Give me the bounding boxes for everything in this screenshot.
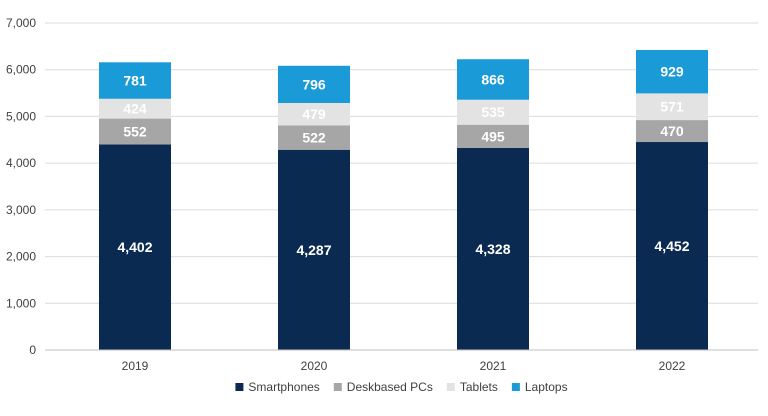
bar-segment-tablets [278,102,350,126]
data-label: 4,402 [117,239,152,255]
data-label: 4,328 [475,241,510,257]
legend-label: Deskbased PCs [347,380,433,394]
data-label: 424 [123,101,147,117]
bar-segment-deskbased-pcs [457,124,529,148]
bar-segment-laptops [99,62,171,99]
bar-segment-deskbased-pcs [278,125,350,150]
x-tick-label: 2021 [480,359,507,373]
y-tick-label: 2,000 [6,250,36,264]
data-label: 796 [302,76,326,92]
legend-swatch [333,383,342,391]
legend-item-laptops: Laptops [511,380,568,394]
legend-label: Laptops [525,380,568,394]
bar-segment-laptops [636,50,708,94]
data-label: 781 [123,73,147,89]
data-label: 4,452 [654,238,689,254]
bar-segment-tablets [636,93,708,121]
y-tick-label: 7,000 [6,16,36,30]
data-label: 522 [302,130,326,146]
bar-segment-smartphones [457,147,529,350]
legend-label: Tablets [460,380,498,394]
data-label: 470 [660,123,684,139]
y-tick-label: 5,000 [6,109,36,123]
y-axis-ticks: 0 1,000 2,000 3,000 4,000 5,000 6,000 7,000 [6,16,36,357]
data-label: 571 [660,99,684,115]
bar-segment-deskbased-pcs [99,118,171,145]
y-tick-label: 0 [29,343,36,357]
x-tick-label: 2020 [301,359,328,373]
bar-segment-laptops [457,59,529,100]
bar-segment-tablets [99,98,171,119]
y-tick-label: 6,000 [6,63,36,77]
legend: Smartphones Deskbased PCs Tablets Laptops [235,380,568,394]
bar-segment-deskbased-pcs [636,120,708,143]
bar-segment-smartphones [278,149,350,350]
data-label: 495 [481,128,505,144]
data-label: 866 [481,71,505,87]
legend-swatch [511,383,520,391]
legend-item-smartphones: Smartphones [235,380,320,394]
x-axis-ticks: 2019 2020 2021 2022 [122,359,686,373]
x-tick-label: 2019 [122,359,149,373]
bars [99,50,708,350]
bar-segment-tablets [457,99,529,125]
y-tick-label: 4,000 [6,156,36,170]
data-label: 929 [660,64,684,80]
y-tick-label: 1,000 [6,296,36,310]
data-label: 552 [123,123,147,139]
bar-segment-laptops [278,65,350,103]
x-tick-label: 2022 [659,359,686,373]
data-labels: 4,402 552 424 781 4,287 522 479 796 4,328 495 535 8… [117,64,689,258]
y-tick-label: 3,000 [6,203,36,217]
bar-segment-smartphones [636,142,708,350]
data-label: 4,287 [296,242,331,258]
data-label: 535 [481,104,505,120]
legend-swatch [446,383,455,391]
legend-swatch [235,383,244,391]
bar-segment-smartphones [99,144,171,350]
legend-label: Smartphones [248,380,319,394]
data-label: 479 [302,106,326,122]
legend-item-tablets: Tablets [446,380,498,394]
legend-item-deskbased-pcs: Deskbased PCs [333,380,433,394]
